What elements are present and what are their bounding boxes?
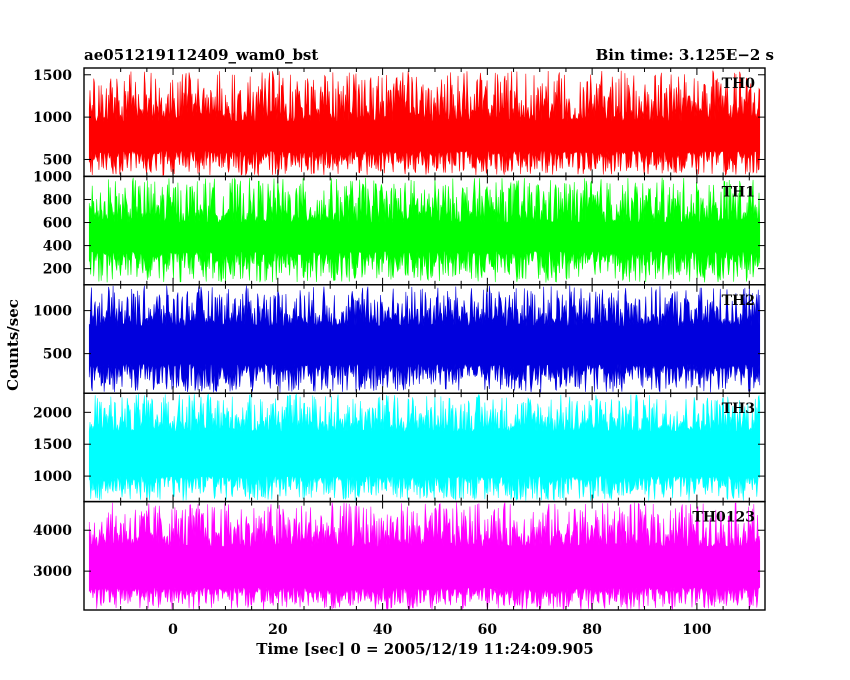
y-tick-label: 2000	[33, 405, 72, 421]
panel-th3: 1000 1500 2000 TH3	[33, 392, 766, 503]
panel-label-th1: TH1	[722, 184, 755, 200]
bin-time-label: Bin time: 3.125E−2 s	[596, 46, 774, 64]
x-axis: 0 20 40 60 80 100	[168, 622, 712, 638]
y-tick-label: 500	[43, 152, 72, 168]
x-tick-label: 80	[582, 622, 602, 638]
y-tick-label: 1000	[33, 169, 72, 185]
x-tick-label: 40	[373, 622, 393, 638]
y-tick-label: 600	[43, 216, 72, 232]
series-band-th1	[88, 177, 761, 283]
panel-label-th0123: TH0123	[692, 510, 755, 526]
panel-frame-th0123	[83, 500, 766, 611]
y-tick-label: 400	[43, 239, 72, 255]
x-tick-label: 0	[168, 622, 178, 638]
series-band-th3	[88, 393, 761, 502]
y-tick-label: 1000	[33, 469, 72, 485]
panel-label-th0: TH0	[722, 76, 756, 92]
y-tick-label: 4000	[33, 523, 72, 539]
x-tick-label: 100	[682, 622, 711, 638]
y-tick-label: 500	[43, 347, 72, 363]
y-tick-label: 1500	[33, 68, 72, 84]
y-tick-label: 1000	[33, 110, 72, 126]
panels-group: 50010001500TH02004006008001000TH15001000…	[33, 67, 766, 611]
panel-th2: 500 1000 TH2	[33, 284, 766, 394]
y-tick-label: 800	[43, 192, 72, 208]
x-tick-label: 60	[478, 622, 498, 638]
series-band-th2	[88, 285, 761, 393]
panel-th1: 200 400 600 800 1000 TH1	[33, 169, 766, 286]
figure-title: ae051219112409_wam0_bst	[84, 46, 318, 64]
panel-th0123: 3000 4000 TH0123	[33, 500, 766, 611]
panel-label-th3: TH3	[722, 401, 755, 417]
series-band-th0123	[88, 502, 761, 610]
panel-th0: 500 1000 1500 TH0	[33, 67, 766, 178]
x-tick-label: 20	[268, 622, 288, 638]
y-tick-label: 3000	[33, 564, 72, 580]
y-tick-label: 1000	[33, 304, 72, 320]
series-band-th0	[88, 70, 761, 177]
x-axis-label: Time [sec] 0 = 2005/12/19 11:24:09.905	[256, 640, 593, 658]
y-axis-label: Counts/sec	[4, 299, 22, 391]
y-tick-label: 200	[43, 262, 72, 278]
y-tick-label: 1500	[33, 437, 72, 453]
panel-label-th2: TH2	[722, 293, 755, 309]
